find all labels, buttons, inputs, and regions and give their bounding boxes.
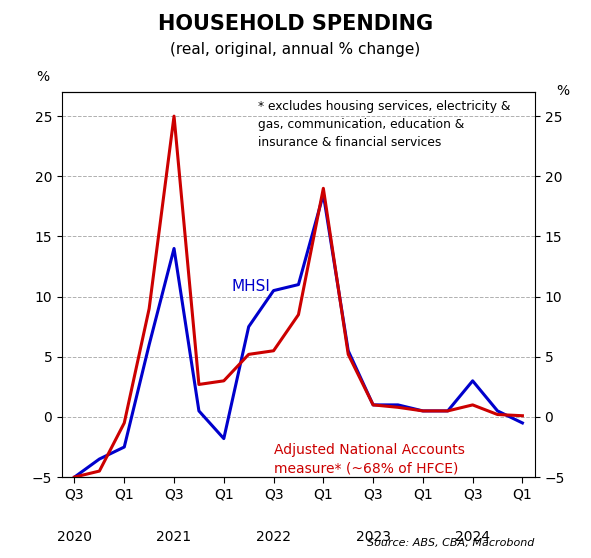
Text: Source: ABS, CBA, Macrobond: Source: ABS, CBA, Macrobond (368, 538, 535, 548)
Text: 2020: 2020 (57, 530, 92, 544)
Text: Adjusted National Accounts
measure* (~68% of HFCE): Adjusted National Accounts measure* (~68… (274, 444, 465, 476)
Text: * excludes housing services, electricity &
gas, communication, education &
insur: * excludes housing services, electricity… (258, 100, 511, 149)
Y-axis label: %: % (557, 84, 570, 98)
Y-axis label: %: % (37, 70, 50, 84)
Text: 2024: 2024 (455, 530, 490, 544)
Text: 2023: 2023 (356, 530, 391, 544)
Text: (real, original, annual % change): (real, original, annual % change) (170, 42, 421, 57)
Text: MHSI: MHSI (231, 278, 270, 294)
Text: 2022: 2022 (256, 530, 291, 544)
Text: HOUSEHOLD SPENDING: HOUSEHOLD SPENDING (158, 14, 433, 34)
Text: 2021: 2021 (157, 530, 191, 544)
